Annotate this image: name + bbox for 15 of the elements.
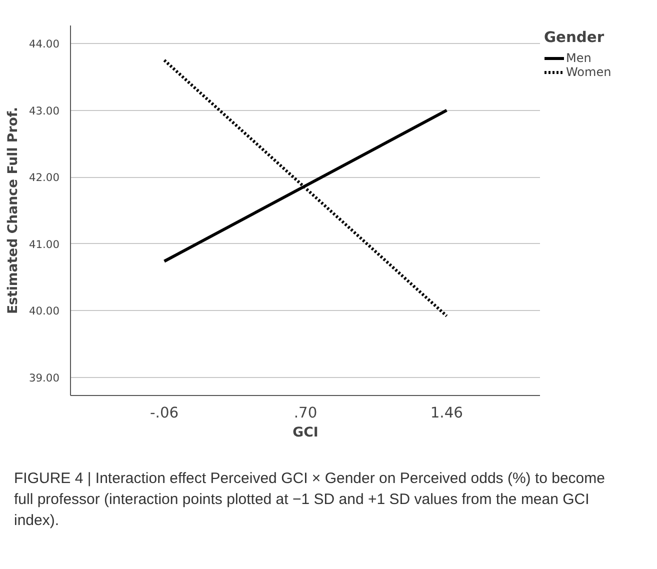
y-axis-title: Estimated Chance Full Prof. xyxy=(6,106,21,314)
x-tick-label: 1.46 xyxy=(430,404,464,422)
y-tick-label: 39.00 xyxy=(28,371,60,384)
x-tick-label: .70 xyxy=(294,404,318,422)
legend-label: Women xyxy=(566,65,612,79)
y-tick-label: 41.00 xyxy=(28,238,60,251)
legend-title: Gender xyxy=(544,29,606,46)
x-axis-title: GCI xyxy=(292,426,318,440)
y-tick-label: 42.00 xyxy=(28,171,60,184)
y-tick-label: 43.00 xyxy=(28,104,60,118)
x-tick-label: -.06 xyxy=(150,404,179,422)
y-tick-label: 40.00 xyxy=(28,304,60,318)
legend-label: Men xyxy=(566,51,592,65)
y-tick-label: 44.00 xyxy=(28,38,60,51)
caption: FIGURE 4 | Interaction effect Perceived GCI × Gender on Perceived odds (%) to become full professor (interaction points plotted at −1 SD and +1 SD values from the mean GCI index). xyxy=(14,469,606,531)
